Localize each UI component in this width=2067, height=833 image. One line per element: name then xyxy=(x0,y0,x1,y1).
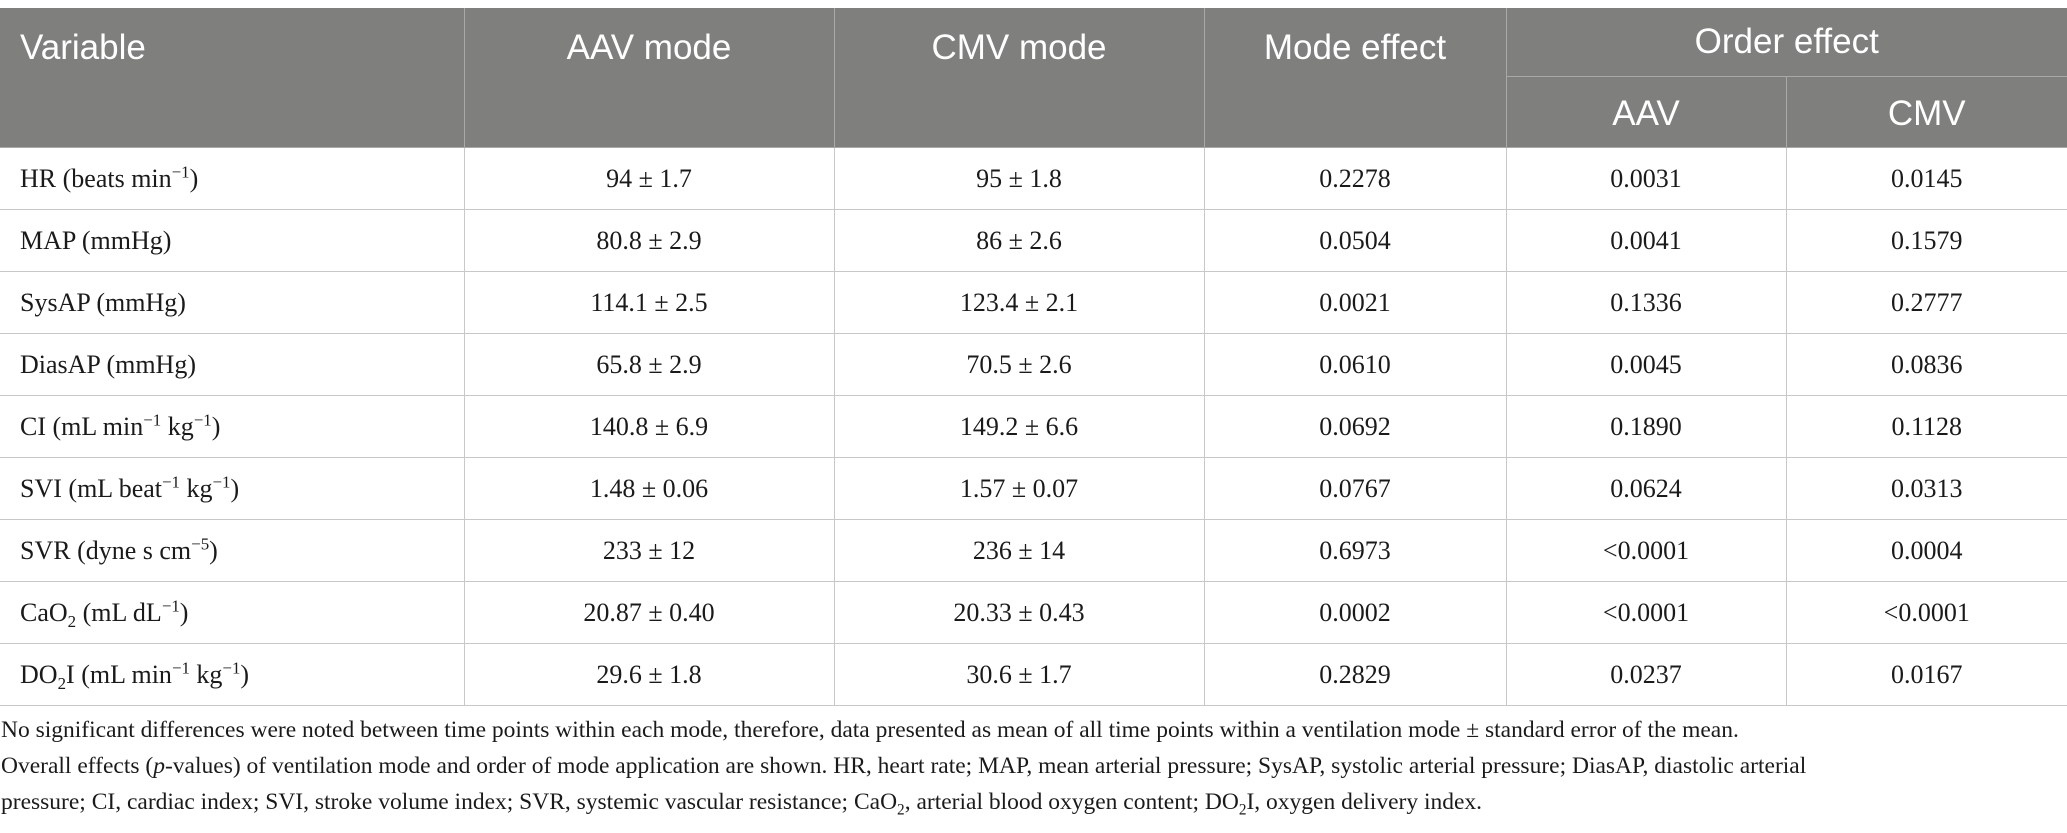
order-cmv-cell: <0.0001 xyxy=(1786,581,2067,644)
mode-effect-cell: 0.6973 xyxy=(1204,519,1507,582)
table-row: DiasAP (mmHg) 65.8 ± 2.9 70.5 ± 2.6 0.06… xyxy=(0,333,2067,396)
order-aav-cell: <0.0001 xyxy=(1506,519,1787,582)
header-order-aav: AAV xyxy=(1506,76,1787,148)
aav-cell: 233 ± 12 xyxy=(464,519,835,582)
mode-effect-cell: 0.0504 xyxy=(1204,209,1507,272)
variable-cell: CI (mL min−1 kg−1) xyxy=(0,395,465,458)
mode-effect-cell: 0.0692 xyxy=(1204,395,1507,458)
cmv-cell: 20.33 ± 0.43 xyxy=(834,581,1205,644)
header-aav-mode: AAV mode xyxy=(464,8,835,148)
order-cmv-cell: 0.0313 xyxy=(1786,457,2067,520)
mode-effect-cell: 0.0610 xyxy=(1204,333,1507,396)
aav-cell: 80.8 ± 2.9 xyxy=(464,209,835,272)
aav-cell: 29.6 ± 1.8 xyxy=(464,643,835,706)
aav-cell: 94 ± 1.7 xyxy=(464,147,835,210)
table-row: CaO2 (mL dL−1) 20.87 ± 0.40 20.33 ± 0.43… xyxy=(0,581,2067,644)
variable-cell: DiasAP (mmHg) xyxy=(0,333,465,396)
table-row: SysAP (mmHg) 114.1 ± 2.5 123.4 ± 2.1 0.0… xyxy=(0,271,2067,334)
order-aav-cell: 0.0031 xyxy=(1506,147,1787,210)
order-cmv-cell: 0.1579 xyxy=(1786,209,2067,272)
aav-cell: 20.87 ± 0.40 xyxy=(464,581,835,644)
mode-effect-cell: 0.0021 xyxy=(1204,271,1507,334)
cmv-cell: 86 ± 2.6 xyxy=(834,209,1205,272)
table-row: HR (beats min−1) 94 ± 1.7 95 ± 1.8 0.227… xyxy=(0,147,2067,210)
table-row: SVI (mL beat−1 kg−1) 1.48 ± 0.06 1.57 ± … xyxy=(0,457,2067,520)
mode-effect-cell: 0.2829 xyxy=(1204,643,1507,706)
order-cmv-cell: 0.0836 xyxy=(1786,333,2067,396)
aav-cell: 140.8 ± 6.9 xyxy=(464,395,835,458)
variable-cell: SysAP (mmHg) xyxy=(0,271,465,334)
table-row: SVR (dyne s cm−5) 233 ± 12 236 ± 14 0.69… xyxy=(0,519,2067,582)
variable-cell: DO2I (mL min−1 kg−1) xyxy=(0,643,465,706)
order-cmv-cell: 0.1128 xyxy=(1786,395,2067,458)
header-order-cmv: CMV xyxy=(1786,76,2067,148)
table-container: Variable AAV mode CMV mode Mode effect O… xyxy=(0,8,2067,706)
mode-effect-cell: 0.0767 xyxy=(1204,457,1507,520)
table-row: CI (mL min−1 kg−1) 140.8 ± 6.9 149.2 ± 6… xyxy=(0,395,2067,458)
variable-cell: SVI (mL beat−1 kg−1) xyxy=(0,457,465,520)
aav-cell: 1.48 ± 0.06 xyxy=(464,457,835,520)
order-cmv-cell: 0.0145 xyxy=(1786,147,2067,210)
variable-cell: HR (beats min−1) xyxy=(0,147,465,210)
footnote-line-3: pressure; CI, cardiac index; SVI, stroke… xyxy=(1,789,1483,819)
mode-effect-cell: 0.2278 xyxy=(1204,147,1507,210)
order-aav-cell: 0.0237 xyxy=(1506,643,1787,706)
aav-cell: 65.8 ± 2.9 xyxy=(464,333,835,396)
variable-cell: CaO2 (mL dL−1) xyxy=(0,581,465,644)
order-aav-cell: 0.1890 xyxy=(1506,395,1787,458)
variable-cell: MAP (mmHg) xyxy=(0,209,465,272)
cmv-cell: 1.57 ± 0.07 xyxy=(834,457,1205,520)
mode-effect-cell: 0.0002 xyxy=(1204,581,1507,644)
cmv-cell: 95 ± 1.8 xyxy=(834,147,1205,210)
table-footnote: No significant differences were noted be… xyxy=(1,712,2061,820)
table-row: DO2I (mL min−1 kg−1) 29.6 ± 1.8 30.6 ± 1… xyxy=(0,643,2067,706)
variable-cell: SVR (dyne s cm−5) xyxy=(0,519,465,582)
order-cmv-cell: 0.0004 xyxy=(1786,519,2067,582)
cmv-cell: 149.2 ± 6.6 xyxy=(834,395,1205,458)
cmv-cell: 123.4 ± 2.1 xyxy=(834,271,1205,334)
order-aav-cell: 0.0041 xyxy=(1506,209,1787,272)
results-table: Variable AAV mode CMV mode Mode effect O… xyxy=(0,8,2067,706)
order-aav-cell: <0.0001 xyxy=(1506,581,1787,644)
order-aav-cell: 0.0624 xyxy=(1506,457,1787,520)
cmv-cell: 70.5 ± 2.6 xyxy=(834,333,1205,396)
header-mode-effect: Mode effect xyxy=(1204,8,1507,148)
footnote-line-1: No significant differences were noted be… xyxy=(1,717,1739,743)
table-body: HR (beats min−1) 94 ± 1.7 95 ± 1.8 0.227… xyxy=(0,147,2067,706)
footnote-line-2: Overall effects (p-values) of ventilatio… xyxy=(1,753,1807,779)
aav-cell: 114.1 ± 2.5 xyxy=(464,271,835,334)
header-order-effect: Order effect xyxy=(1506,8,2067,77)
order-aav-cell: 0.1336 xyxy=(1506,271,1787,334)
cmv-cell: 30.6 ± 1.7 xyxy=(834,643,1205,706)
table-row: MAP (mmHg) 80.8 ± 2.9 86 ± 2.6 0.0504 0.… xyxy=(0,209,2067,272)
header-variable: Variable xyxy=(0,8,465,148)
order-cmv-cell: 0.2777 xyxy=(1786,271,2067,334)
table-header: Variable AAV mode CMV mode Mode effect O… xyxy=(0,8,2067,148)
order-cmv-cell: 0.0167 xyxy=(1786,643,2067,706)
header-cmv-mode: CMV mode xyxy=(834,8,1205,148)
order-aav-cell: 0.0045 xyxy=(1506,333,1787,396)
cmv-cell: 236 ± 14 xyxy=(834,519,1205,582)
